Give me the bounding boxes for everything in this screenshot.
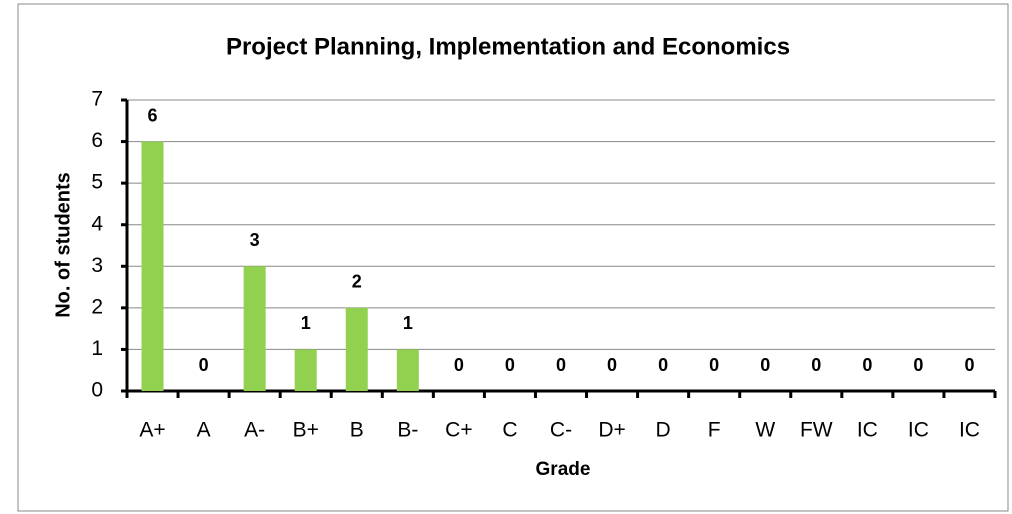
x-tick-label: W <box>755 419 775 442</box>
value-label: 1 <box>403 313 413 333</box>
y-tick-label: 7 <box>91 88 103 111</box>
x-axis-label: Grade <box>536 459 591 480</box>
value-label: 0 <box>658 355 668 375</box>
chart-border <box>17 3 1009 512</box>
x-tick-label: A+ <box>139 419 165 442</box>
value-label: 0 <box>199 355 209 375</box>
x-tick-label: B+ <box>293 419 319 442</box>
y-tick-label: 6 <box>91 129 103 152</box>
bar <box>243 266 266 391</box>
x-tick-label: C <box>502 419 517 442</box>
x-tick-label: F <box>708 419 721 442</box>
x-tick-label: D <box>656 419 671 442</box>
value-label: 0 <box>760 355 770 375</box>
y-tick-label: 2 <box>91 295 103 318</box>
value-label: 0 <box>709 355 719 375</box>
value-label: 0 <box>964 355 974 375</box>
y-axis-label: No. of students <box>52 172 74 318</box>
x-tick-label: C- <box>550 419 572 442</box>
x-tick-label: D+ <box>598 419 625 442</box>
bar <box>141 141 164 391</box>
x-tick-label: B <box>350 419 364 442</box>
y-tick-label: 5 <box>91 171 103 194</box>
y-tick-label: 0 <box>91 379 103 402</box>
y-tick-label: 1 <box>91 337 103 360</box>
bar <box>294 349 317 391</box>
value-label: 0 <box>862 355 872 375</box>
chart-title: Project Planning, Implementation and Eco… <box>226 33 790 60</box>
bar <box>396 349 419 391</box>
value-label: 1 <box>301 313 311 333</box>
x-tick-label: B- <box>397 419 418 442</box>
x-tick-label: IC <box>908 419 929 442</box>
x-tick-label: C+ <box>445 419 472 442</box>
value-label: 0 <box>556 355 566 375</box>
x-tick-label: A- <box>244 419 265 442</box>
y-tick-label: 3 <box>91 254 103 277</box>
value-label: 0 <box>913 355 923 375</box>
value-label: 6 <box>148 105 158 125</box>
x-tick-label: IC <box>857 419 878 442</box>
y-tick-label: 4 <box>91 212 103 235</box>
value-label: 0 <box>505 355 515 375</box>
value-label: 0 <box>811 355 821 375</box>
x-tick-label: FW <box>800 419 833 442</box>
value-label: 2 <box>352 272 362 292</box>
value-label: 0 <box>454 355 464 375</box>
value-label: 3 <box>250 230 260 250</box>
bar <box>345 307 368 391</box>
x-tick-label: A <box>197 419 211 442</box>
value-label: 0 <box>607 355 617 375</box>
x-tick-label: IC <box>959 419 980 442</box>
